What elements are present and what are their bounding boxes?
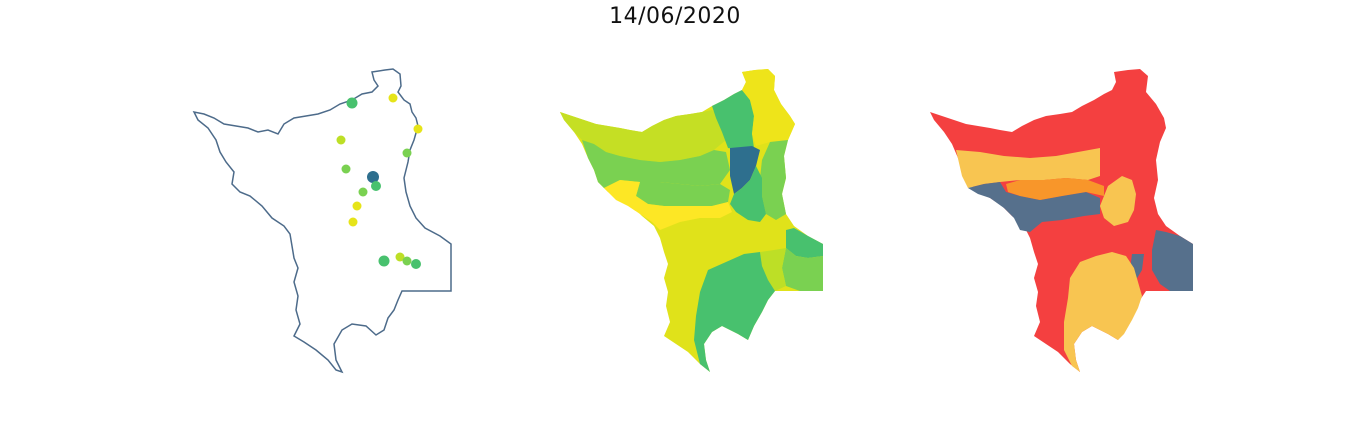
- station-point: [348, 217, 358, 227]
- basin-polygon: [1152, 230, 1193, 291]
- basin-polygon: [930, 69, 1193, 372]
- basin-polygon: [782, 248, 823, 291]
- basin-polygon: [636, 182, 730, 206]
- station-point: [358, 187, 368, 197]
- basin-polygon: [760, 140, 788, 220]
- region-outline: [192, 68, 452, 374]
- station-point: [402, 148, 412, 158]
- basin-polygons: [560, 69, 823, 372]
- station-point: [352, 201, 362, 211]
- basin-polygon: [694, 252, 775, 372]
- station-points: [336, 93, 423, 269]
- basin-polygon: [730, 146, 760, 194]
- basin-polygon: [956, 148, 1100, 188]
- basin-polygon: [1006, 178, 1104, 200]
- basin-polygon: [760, 248, 786, 291]
- basin-polygon: [968, 182, 1100, 232]
- station-point: [411, 259, 421, 269]
- station-point: [413, 124, 423, 134]
- station-point: [371, 181, 381, 191]
- basin-polygon: [730, 166, 766, 222]
- station-point: [341, 164, 351, 174]
- basin-polygon: [786, 228, 823, 258]
- station-point: [388, 93, 398, 103]
- station-point: [346, 97, 358, 109]
- station-point: [378, 255, 390, 267]
- basin-polygon: [742, 69, 795, 146]
- basin-polygon: [712, 90, 754, 150]
- station-point: [336, 135, 346, 145]
- basin-polygon: [1100, 176, 1136, 226]
- basin-polygon: [1064, 252, 1142, 372]
- basin-category-polygons: [930, 69, 1193, 372]
- basin-polygon: [604, 180, 732, 230]
- basin-polygon: [582, 140, 730, 188]
- station-point: [395, 252, 405, 262]
- figure-title: 14/06/2020: [609, 4, 741, 29]
- station-point: [402, 256, 412, 266]
- station-point: [367, 171, 379, 183]
